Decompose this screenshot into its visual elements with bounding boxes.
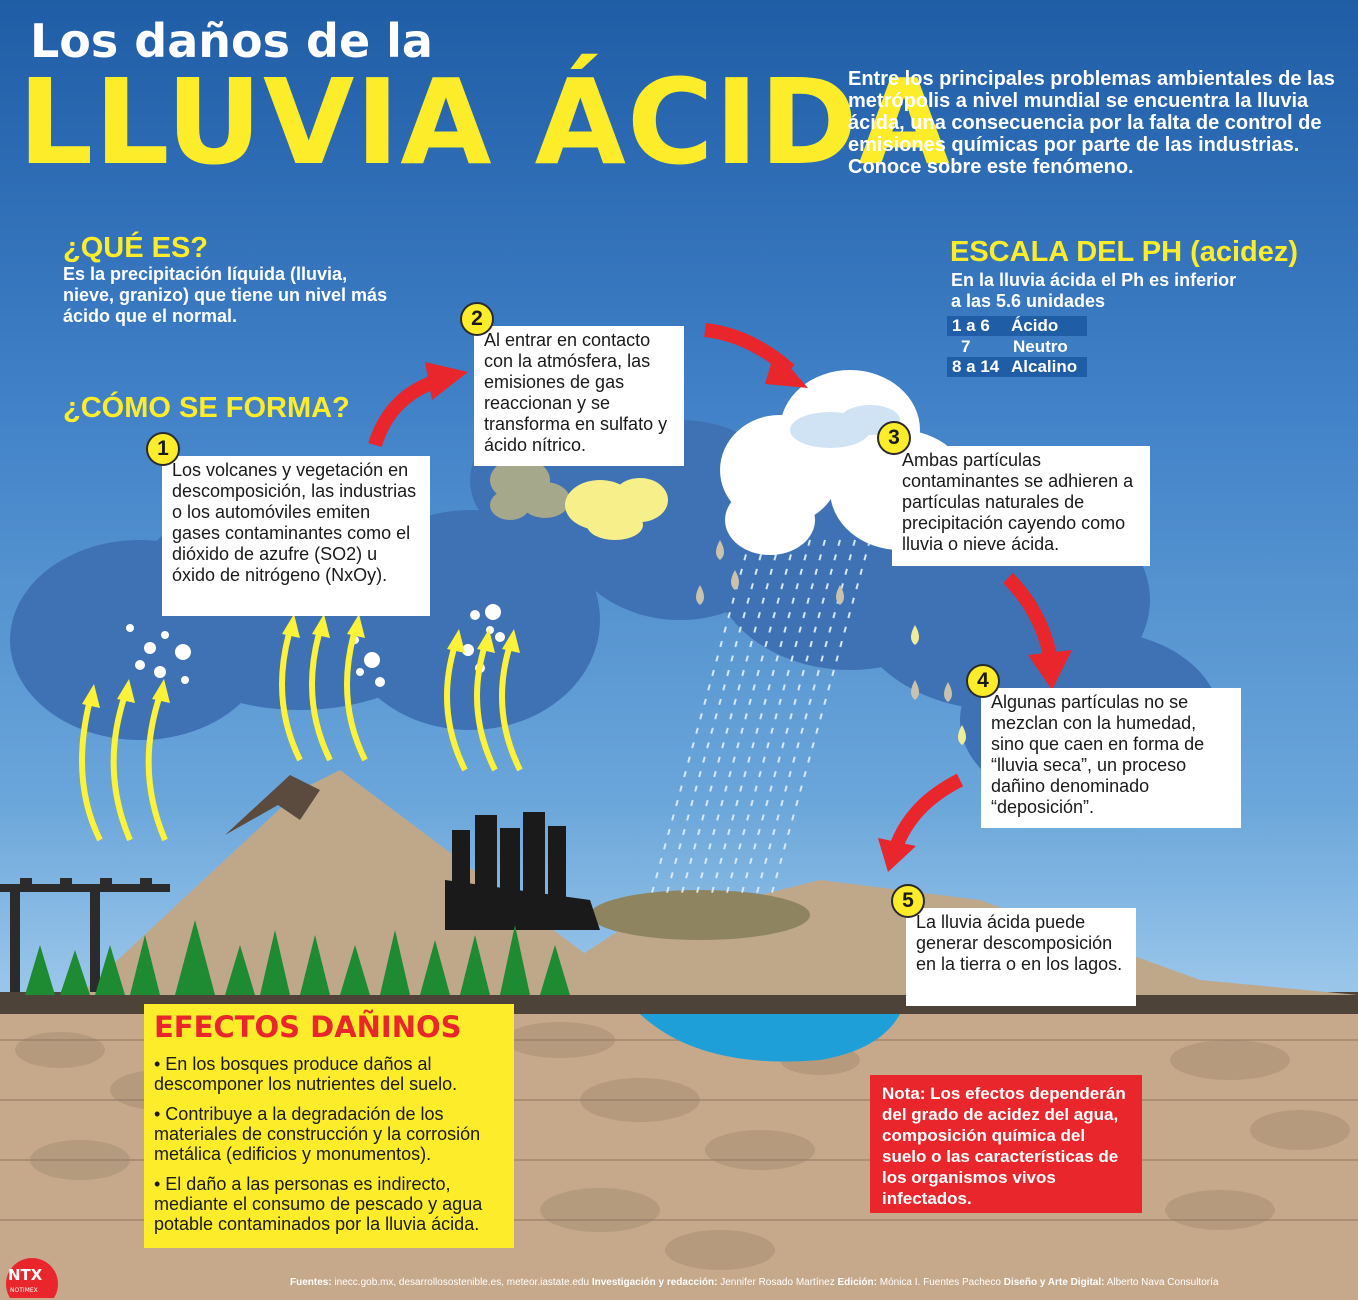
- gas-puff-yellow: [565, 478, 668, 540]
- ph-range: 1 a 6: [952, 316, 990, 335]
- credit-label: Diseño y Arte Digital:: [1003, 1277, 1105, 1288]
- trees: [25, 920, 570, 995]
- bridge: [0, 878, 170, 992]
- ph-range: 7: [961, 337, 971, 356]
- title-small: Los daños de la: [30, 14, 433, 68]
- credit-value: Alberto Nava Consultoría: [1106, 1277, 1219, 1288]
- flow-arrowheads: [425, 350, 1072, 872]
- step-5-box: La lluvia ácida puede generar descomposi…: [906, 908, 1136, 1006]
- intro-text: Entre los principales problemas ambienta…: [848, 68, 1335, 178]
- step-3-box: Ambas partículas contaminantes se adhier…: [892, 446, 1150, 566]
- step-1-number: 1: [146, 432, 180, 466]
- que-es-heading: ¿QUÉ ES?: [63, 232, 209, 264]
- step-4-number: 4: [966, 664, 1000, 698]
- emission-arrowheads: [82, 614, 520, 708]
- ph-subtitle: En la lluvia ácida el Ph es inferior a l…: [951, 270, 1237, 311]
- dry-drops: [911, 625, 966, 745]
- como-se-forma-heading: ¿CÓMO SE FORMA?: [63, 392, 350, 424]
- logo-subtext: NOTIMEX: [10, 1287, 38, 1294]
- credit-value: inecc.gob.mx, desarrollosostenible.es, m…: [334, 1277, 590, 1288]
- factory: [445, 812, 600, 930]
- que-es-text: Es la precipitación líquida (lluvia, nie…: [63, 264, 388, 326]
- contaminated-ground: [590, 890, 810, 940]
- step-5-number: 5: [891, 884, 925, 918]
- credit-label: Edición:: [837, 1277, 877, 1288]
- ph-label: Alcalino: [1011, 357, 1078, 376]
- ph-row-alcalino: 8 a 14 Alcalino: [947, 357, 1087, 377]
- title-main: LLUVIA ÁCIDA: [18, 53, 951, 191]
- credits: Fuentes: inecc.gob.mx, desarrollososteni…: [290, 1277, 1350, 1288]
- step-4-box: Algunas partículas no se mezclan con la …: [981, 688, 1241, 828]
- acid-drops: [696, 540, 952, 702]
- step-2-box: Al entrar en contacto con la atmósfera, …: [474, 326, 684, 466]
- ntx-logo: NTX NOTIMEX: [2, 1254, 62, 1300]
- ntx-logo-icon: NTX NOTIMEX: [6, 1258, 58, 1300]
- ph-row-acido: 1 a 6 Ácido: [947, 316, 1087, 336]
- credit-value: Jennifer Rosado Martínez: [720, 1277, 835, 1288]
- credit-value: Mónica I. Fuentes Pacheco: [879, 1277, 1001, 1288]
- credit-label: Fuentes:: [290, 1277, 332, 1288]
- credit-label: Investigación y redacción:: [591, 1277, 718, 1288]
- ph-label: Neutro: [1013, 337, 1068, 356]
- ph-heading: ESCALA DEL PH (acidez): [950, 236, 1299, 268]
- efectos-item: • Contribuye a la degradación de los mat…: [154, 1104, 481, 1164]
- volcano: [80, 770, 640, 995]
- gas-puff-grey: [490, 458, 570, 520]
- emission-arrows: [79, 629, 523, 842]
- logo-text: NTX: [8, 1266, 43, 1284]
- gas-bubbles: [126, 604, 505, 687]
- ph-row-neutro: 7 Neutro: [947, 337, 1087, 357]
- lake: [640, 1014, 900, 1062]
- step-3-number: 3: [877, 421, 911, 455]
- efectos-item: • En los bosques produce daños al descom…: [154, 1054, 458, 1094]
- step-1-box: Los volcanes y vegetación en descomposic…: [162, 456, 430, 616]
- volcano-crater: [225, 775, 320, 835]
- step-2-number: 2: [460, 302, 494, 336]
- nota-box: Nota: Los efectos dependerán del grado d…: [870, 1075, 1142, 1213]
- efectos-heading: EFECTOS DAÑINOS: [154, 1010, 462, 1044]
- ph-range: 8 a 14: [952, 357, 1000, 376]
- efectos-item: • El daño a las personas es indirecto, m…: [154, 1174, 483, 1234]
- ph-label: Ácido: [1011, 316, 1059, 335]
- efectos-panel: EFECTOS DAÑINOS • En los bosques produce…: [144, 1004, 514, 1248]
